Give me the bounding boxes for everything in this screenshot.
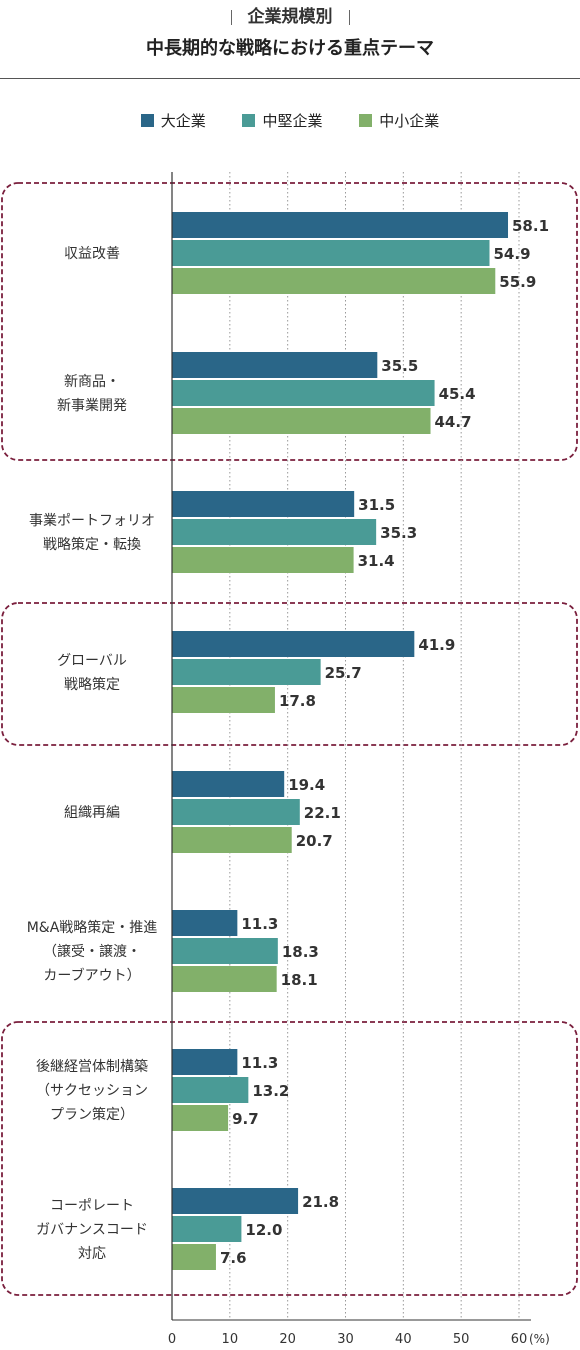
category-label-3: 事業ポートフォリオ (29, 513, 155, 529)
bar-3-series-1 (172, 491, 355, 517)
category-label-2: 新商品・ (64, 374, 120, 390)
legend-item-large: 大企業 (140, 110, 206, 131)
value-label-4-2: 25.7 (325, 664, 362, 682)
value-label-2-1: 35.5 (381, 357, 418, 375)
bar-1-series-2 (172, 240, 490, 266)
bar-1-series-1 (172, 212, 509, 238)
title-divider-left (230, 9, 232, 25)
bar-6-series-2 (172, 938, 278, 964)
x-axis-unit-label: (%) (529, 1332, 550, 1346)
category-label-7: プラン策定） (50, 1106, 134, 1123)
bar-4-series-2 (172, 659, 321, 685)
bar-6-series-1 (172, 910, 238, 936)
bar-2-series-1 (172, 352, 378, 378)
bar-2-series-2 (172, 380, 435, 406)
x-tick-label-50: 50 (453, 1332, 470, 1347)
title-divider-right (348, 9, 350, 25)
legend-swatch-mid (242, 114, 256, 127)
bar-4-series-1 (172, 631, 415, 657)
value-label-3-2: 35.3 (380, 524, 417, 542)
bar-7-series-2 (172, 1077, 249, 1103)
value-label-7-3: 9.7 (232, 1110, 259, 1128)
value-label-7-1: 11.3 (241, 1054, 278, 1072)
highlight-box-1 (1, 182, 578, 461)
value-label-6-2: 18.3 (282, 943, 319, 961)
value-label-3-1: 31.5 (358, 496, 395, 514)
bar-2-series-3 (172, 408, 431, 434)
bar-3-series-2 (172, 519, 377, 545)
bar-8-series-2 (172, 1216, 242, 1242)
category-label-1: 収益改善 (64, 246, 120, 262)
bar-7-series-1 (172, 1049, 238, 1075)
category-label-8: ガバナンスコード (36, 1222, 148, 1238)
title-rule (0, 78, 580, 79)
legend-label-large: 大企業 (160, 112, 206, 130)
value-label-8-2: 12.0 (245, 1221, 282, 1239)
category-label-4: 戦略策定 (64, 676, 120, 693)
legend-label-small: 中小企業 (379, 112, 440, 130)
legend-label-mid: 中堅企業 (262, 112, 323, 130)
bar-8-series-1 (172, 1188, 299, 1214)
category-label-6: カーブアウト） (43, 967, 140, 984)
bar-5-series-2 (172, 799, 300, 825)
value-label-4-3: 17.8 (279, 692, 316, 710)
chart-title: 企業規模別 (0, 2, 580, 27)
x-tick-label-10: 10 (222, 1332, 239, 1347)
value-label-3-3: 31.4 (358, 552, 395, 570)
value-label-2-3: 44.7 (435, 413, 472, 431)
value-label-8-3: 7.6 (220, 1249, 247, 1267)
value-label-2-2: 45.4 (439, 385, 476, 403)
highlight-box-3 (1, 1021, 578, 1296)
bar-8-series-3 (172, 1244, 216, 1270)
category-label-7: 後継経営体制構築 (36, 1059, 148, 1075)
value-label-1-2: 54.9 (494, 245, 531, 263)
value-label-5-2: 22.1 (304, 804, 341, 822)
legend-swatch-small (359, 114, 373, 127)
bar-1-series-3 (172, 268, 496, 294)
value-label-4-1: 41.9 (418, 636, 455, 654)
bar-5-series-3 (172, 827, 292, 853)
value-label-1-3: 55.9 (499, 273, 536, 291)
value-label-5-1: 19.4 (288, 776, 325, 794)
value-label-5-3: 20.7 (296, 832, 333, 850)
chart-title-text: 企業規模別 (247, 7, 333, 27)
legend-item-small: 中小企業 (359, 110, 439, 131)
legend-swatch-large (140, 114, 154, 127)
value-label-1-1: 58.1 (512, 217, 549, 235)
value-label-6-3: 18.1 (281, 971, 318, 989)
value-label-7-2: 13.2 (252, 1082, 289, 1100)
x-tick-label-60: 60 (511, 1332, 528, 1347)
chart-subtitle: 中長期的な戦略における重点テーマ (146, 38, 434, 59)
category-label-3: 戦略策定・転換 (43, 536, 141, 553)
value-label-6-1: 11.3 (241, 915, 278, 933)
category-label-7: （サクセッション (36, 1083, 148, 1099)
x-tick-label-0: 0 (168, 1332, 176, 1347)
x-tick-label-30: 30 (337, 1332, 354, 1347)
bar-6-series-3 (172, 966, 277, 992)
category-label-6: M&A戦略策定・推進 (27, 919, 158, 936)
category-label-4: グローバル (57, 653, 127, 669)
value-label-8-1: 21.8 (302, 1193, 339, 1211)
category-label-6: （譲受・譲渡・ (43, 944, 141, 960)
bar-3-series-3 (172, 547, 354, 573)
legend-item-mid: 中堅企業 (242, 110, 323, 131)
category-label-8: 対応 (78, 1246, 106, 1262)
legend: 大企業 中堅企業 中小企業 (0, 110, 580, 131)
x-tick-label-20: 20 (279, 1332, 296, 1347)
x-tick-label-40: 40 (395, 1332, 412, 1347)
category-label-2: 新事業開発 (57, 398, 127, 414)
bar-5-series-1 (172, 771, 285, 797)
category-label-8: コーポレート (50, 1198, 134, 1214)
bar-7-series-3 (172, 1105, 229, 1131)
bar-4-series-3 (172, 687, 275, 713)
category-label-5: 組織再編 (64, 805, 120, 821)
